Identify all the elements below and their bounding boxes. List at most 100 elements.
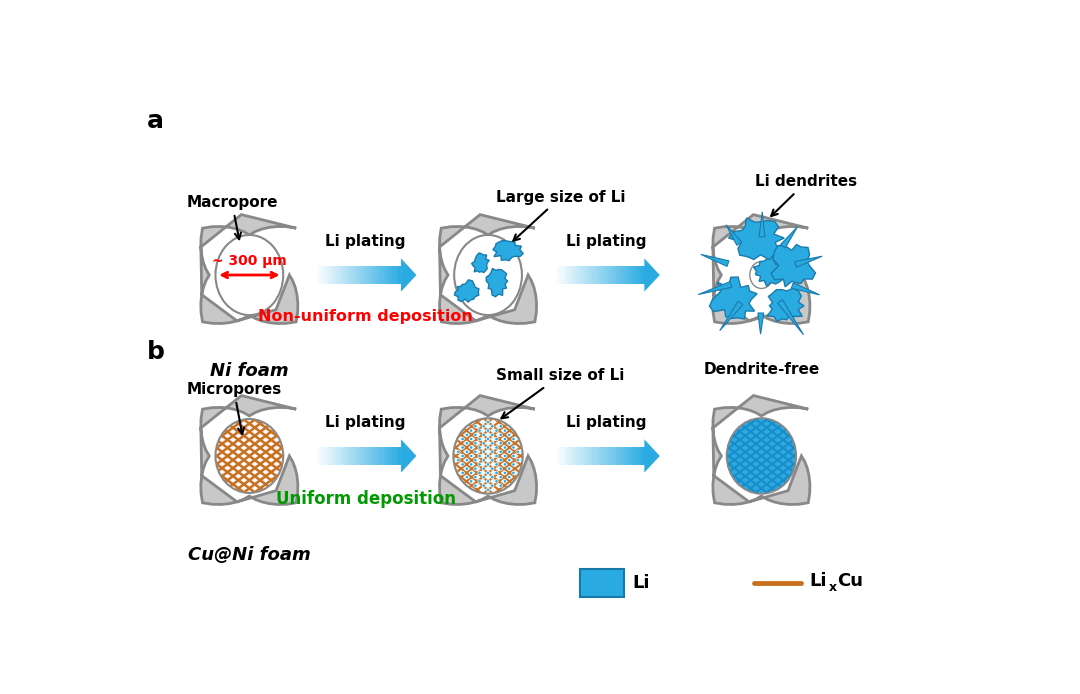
Polygon shape	[492, 241, 523, 261]
Bar	[565, 266, 567, 285]
Ellipse shape	[216, 419, 283, 493]
Bar	[624, 266, 626, 285]
Text: Non-uniform deposition: Non-uniform deposition	[258, 309, 473, 324]
Bar	[622, 266, 624, 285]
Text: Li plating: Li plating	[566, 415, 647, 430]
Circle shape	[512, 455, 515, 457]
Bar	[624, 447, 626, 465]
Bar	[581, 447, 583, 465]
Text: ~ 300 μm: ~ 300 μm	[212, 254, 286, 268]
Bar	[329, 266, 333, 285]
Circle shape	[465, 459, 469, 462]
Bar	[590, 447, 593, 465]
Circle shape	[486, 429, 489, 432]
Circle shape	[486, 437, 489, 441]
Circle shape	[482, 441, 486, 445]
Circle shape	[499, 475, 502, 479]
Circle shape	[490, 467, 494, 471]
Text: Micropores: Micropores	[186, 382, 282, 434]
Polygon shape	[771, 244, 815, 287]
Circle shape	[490, 433, 494, 437]
Bar	[340, 447, 343, 465]
Polygon shape	[754, 256, 784, 287]
Circle shape	[486, 421, 489, 424]
Bar	[619, 447, 622, 465]
Circle shape	[482, 467, 486, 471]
Bar	[338, 447, 341, 465]
Circle shape	[495, 446, 498, 449]
Bar	[325, 447, 328, 465]
Polygon shape	[778, 300, 804, 335]
Circle shape	[512, 446, 515, 449]
Ellipse shape	[750, 262, 773, 289]
Bar	[316, 266, 320, 285]
Bar	[334, 447, 337, 465]
Bar	[332, 447, 335, 465]
Bar	[347, 447, 350, 465]
Bar	[579, 266, 581, 285]
Polygon shape	[713, 396, 810, 505]
Text: Uniform deposition: Uniform deposition	[275, 490, 456, 508]
Polygon shape	[645, 258, 660, 291]
Bar	[375, 447, 378, 465]
Bar	[321, 266, 324, 285]
Text: Cu: Cu	[837, 573, 863, 591]
Bar	[606, 266, 608, 285]
Circle shape	[508, 467, 511, 471]
Circle shape	[495, 437, 498, 441]
Bar	[351, 447, 354, 465]
Bar	[377, 266, 380, 285]
Circle shape	[495, 480, 498, 483]
Bar	[643, 266, 645, 285]
Bar	[608, 447, 610, 465]
Bar	[386, 266, 389, 285]
Bar	[368, 447, 372, 465]
Circle shape	[490, 475, 494, 479]
Text: Li: Li	[809, 573, 826, 591]
Circle shape	[490, 450, 494, 453]
Circle shape	[482, 475, 486, 479]
Bar	[639, 266, 643, 285]
Bar	[612, 447, 616, 465]
Polygon shape	[792, 282, 820, 295]
Circle shape	[474, 441, 477, 445]
Bar	[637, 447, 640, 465]
Bar	[332, 266, 335, 285]
Bar	[629, 447, 631, 465]
Bar	[355, 266, 359, 285]
Bar	[383, 447, 387, 465]
Bar	[617, 266, 620, 285]
Bar	[396, 266, 400, 285]
Bar	[588, 447, 591, 465]
Polygon shape	[768, 288, 805, 321]
Text: Cu@Ni foam: Cu@Ni foam	[188, 545, 311, 564]
Bar	[602, 266, 604, 285]
Polygon shape	[710, 277, 757, 319]
Polygon shape	[440, 396, 537, 505]
Bar	[399, 266, 402, 285]
Bar	[554, 447, 556, 465]
Bar	[596, 447, 599, 465]
Bar	[390, 266, 393, 285]
Bar	[639, 447, 643, 465]
Circle shape	[470, 437, 473, 441]
Circle shape	[508, 450, 511, 453]
Text: a: a	[147, 110, 164, 133]
Bar	[325, 266, 328, 285]
Bar	[399, 447, 402, 465]
Circle shape	[477, 446, 482, 449]
Circle shape	[490, 425, 494, 428]
Bar	[590, 266, 593, 285]
Circle shape	[477, 463, 482, 466]
Bar	[561, 266, 563, 285]
Bar	[561, 447, 563, 465]
Circle shape	[495, 455, 498, 457]
Polygon shape	[486, 269, 508, 297]
Bar	[629, 266, 631, 285]
Bar	[336, 447, 339, 465]
Polygon shape	[713, 214, 810, 323]
Circle shape	[516, 450, 519, 453]
Bar	[316, 447, 320, 465]
Bar	[577, 266, 579, 285]
Bar	[353, 447, 356, 465]
